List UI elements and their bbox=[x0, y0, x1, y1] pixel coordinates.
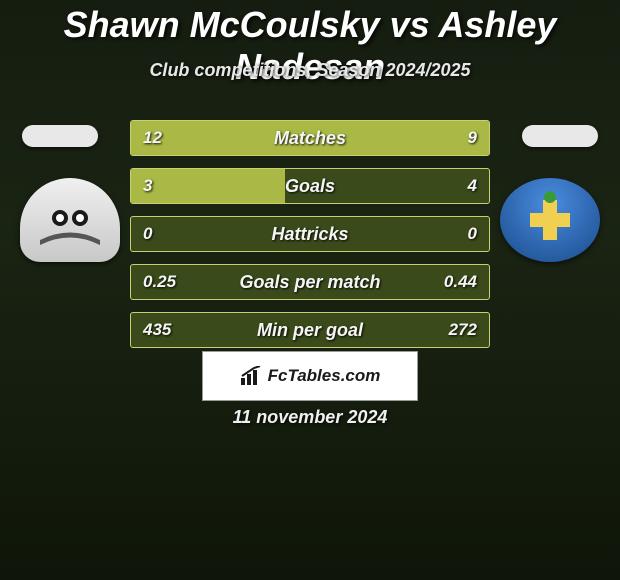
brand-label: FcTables.com bbox=[268, 366, 381, 386]
chart-icon bbox=[240, 366, 262, 386]
stat-label: Min per goal bbox=[131, 313, 489, 347]
stat-row: 129Matches bbox=[130, 120, 490, 156]
comparison-card: Shawn McCoulsky vs Ashley Nadesan Club c… bbox=[0, 0, 620, 580]
stat-label: Hattricks bbox=[131, 217, 489, 251]
player-right-pill bbox=[522, 125, 598, 147]
stats-container: 129Matches 34Goals 00Hattricks 0.250.44Goal… bbox=[130, 120, 490, 360]
stat-label: Goals per match bbox=[131, 265, 489, 299]
stat-label: Goals bbox=[131, 169, 489, 203]
stat-row: 00Hattricks bbox=[130, 216, 490, 252]
club-badge-right-art bbox=[510, 188, 590, 252]
stat-row: 0.250.44Goals per match bbox=[130, 264, 490, 300]
club-badge-left bbox=[20, 178, 120, 262]
stat-row: 34Goals bbox=[130, 168, 490, 204]
player-left-pill bbox=[22, 125, 98, 147]
stat-label: Matches bbox=[131, 121, 489, 155]
brand-badge[interactable]: FcTables.com bbox=[202, 351, 418, 401]
date-label: 11 november 2024 bbox=[0, 407, 620, 428]
club-badge-right bbox=[500, 178, 600, 262]
club-badge-left-art bbox=[30, 188, 110, 252]
stat-row: 435272Min per goal bbox=[130, 312, 490, 348]
page-subtitle: Club competitions, Season 2024/2025 bbox=[0, 60, 620, 81]
